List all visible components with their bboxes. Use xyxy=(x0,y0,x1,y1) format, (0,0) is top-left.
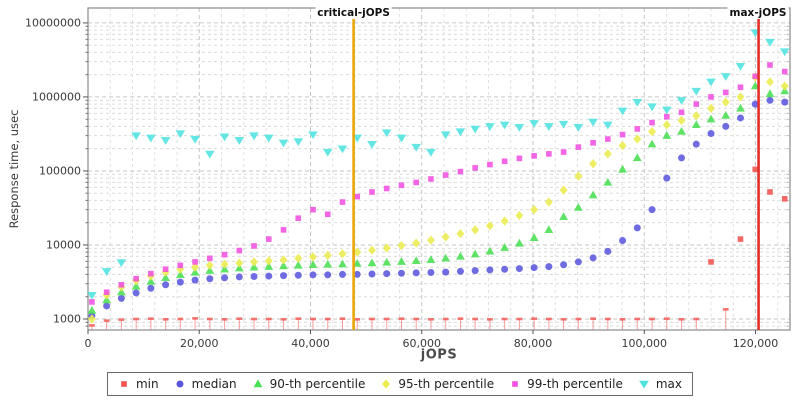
y-tick-label: 10000 xyxy=(46,238,81,252)
series-99-th-percentile xyxy=(89,62,788,305)
y-tick-label: 1000 xyxy=(53,312,81,326)
critical-jops-label: critical-jOPS xyxy=(315,7,392,19)
x-tick-label: 100,000 xyxy=(621,337,668,350)
legend: min median 90-th percentile 95-th percentil… xyxy=(106,372,694,396)
square-marker-icon xyxy=(512,381,518,387)
legend-item-99-th-percentile: 99-th percentile xyxy=(509,377,623,391)
legend-item-90-th-percentile: 90-th percentile xyxy=(252,377,366,391)
max-jops-label: max-jOPS xyxy=(727,7,789,19)
legend-label: max xyxy=(655,377,683,391)
x-tick-label: 20,000 xyxy=(180,337,219,350)
y-tick-label: 100000 xyxy=(39,164,81,178)
legend-label: median xyxy=(191,377,237,391)
diamond-marker-icon xyxy=(382,379,391,389)
legend-item-min: min xyxy=(118,377,159,391)
minor-gridlines xyxy=(88,8,790,330)
x-tick-label: 120,000 xyxy=(732,337,779,350)
series-median xyxy=(88,96,789,320)
x-axis-title: jOPS xyxy=(420,347,458,363)
plot-frame xyxy=(83,7,791,334)
triangle-down-marker-icon xyxy=(639,380,649,389)
legend-label: 99-th percentile xyxy=(527,377,623,391)
triangle-up-marker-icon xyxy=(253,379,263,388)
series-min xyxy=(88,166,788,330)
legend-item-95-th-percentile: 95-th percentile xyxy=(380,377,494,391)
legend-label: 95-th percentile xyxy=(398,377,495,391)
circle-marker-icon xyxy=(176,380,184,388)
x-tick-label: 60,000 xyxy=(402,337,442,350)
series-max xyxy=(87,29,790,300)
square-marker-icon xyxy=(121,381,127,387)
series-95-th-percentile xyxy=(87,72,789,324)
y-tick-label: 10000000 xyxy=(25,16,81,30)
legend-item-max: max xyxy=(638,377,682,391)
x-tick-label: 40,000 xyxy=(291,337,330,350)
y-tick-label: 1000000 xyxy=(32,90,81,104)
x-tick-label: 0 xyxy=(84,337,92,350)
annotation-lines xyxy=(352,8,760,330)
legend-label: min xyxy=(135,377,159,391)
y-axis-title: Response time, usec xyxy=(7,109,21,229)
x-tick-label: 80,000 xyxy=(513,337,553,350)
legend-item-median: median xyxy=(174,377,237,391)
legend-label: 90-th percentile xyxy=(269,377,366,391)
